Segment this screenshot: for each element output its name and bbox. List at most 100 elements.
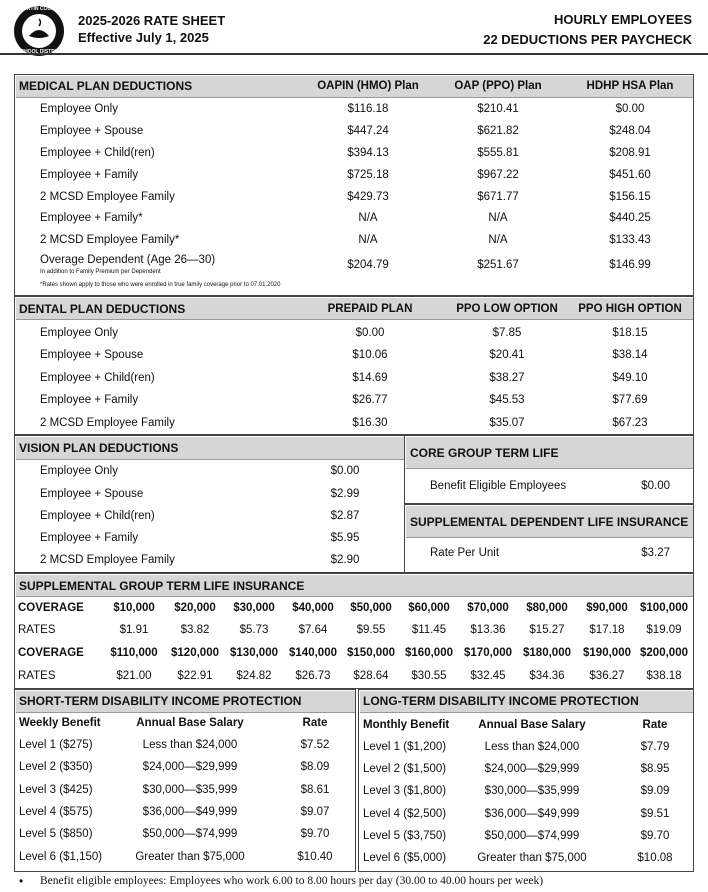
column-header: OAPIN (HMO) Plan [317,80,419,92]
rate: $26.73 [295,670,331,682]
row-label: Employee + Child(ren) [40,372,155,384]
coverage: $100,000 [640,602,688,614]
row-label: Employee + Family [40,532,139,544]
coverage: $10,000 [113,602,155,614]
row-label: Level 5 ($3,750) [363,830,447,842]
deductions: 22 DEDUCTIONS PER PAYCHECK [483,32,692,47]
salary: Greater than $75,000 [135,851,245,863]
rate: $429.73 [347,191,389,203]
rate: $210.41 [477,103,519,115]
coverage: $80,000 [526,602,568,614]
row-label: Employee + Child(ren) [40,147,155,159]
row-label: Level 3 ($425) [19,784,93,796]
rate: $77.69 [612,394,648,406]
rate: $38.14 [612,349,648,361]
logo-text: SCHOOL DISTRICT [17,49,63,55]
row-label: Level 4 ($2,500) [363,808,447,820]
column-header: Weekly Benefit [19,717,101,729]
column-header: Rate [302,717,328,729]
section-box [358,689,694,872]
row-label: Level 2 ($1,500) [363,763,447,775]
rate: $32.45 [470,670,506,682]
rate: $22.91 [177,670,213,682]
column-header: Monthly Benefit [363,719,450,731]
column-header: Annual Base Salary [478,719,586,731]
section-title: LONG-TERM DISABILITY INCOME PROTECTION [363,694,639,708]
rate: $13.36 [470,624,506,636]
salary: $30,000—$35,999 [484,785,580,797]
row-label: RATES [18,670,56,682]
row-label: Level 1 ($1,200) [363,741,447,753]
section-box [404,504,694,573]
section-box [14,573,694,689]
rate: $451.60 [609,169,651,181]
salary: Greater than $75,000 [477,852,587,864]
rate: $2.87 [330,510,360,522]
row-label: Employee Only [40,103,118,115]
rate: $30.55 [411,670,447,682]
rate: $9.07 [300,806,330,818]
salary: $24,000—$29,999 [484,763,580,775]
rate: $7.85 [492,327,522,339]
rate: $3.82 [180,624,210,636]
rate: $7.79 [640,741,670,753]
row-label: Level 6 ($5,000) [363,852,447,864]
salary: Less than $24,000 [484,741,580,753]
section-box [404,435,694,504]
row-label: Overage Dependent (Age 26—30) [40,254,216,266]
salary: Less than $24,000 [142,739,238,751]
rate: $19.09 [646,624,682,636]
section-title: SUPPLEMENTAL GROUP TERM LIFE INSURANCE [19,579,305,593]
row-label: Level 1 ($275) [19,739,93,751]
coverage: $140,000 [289,647,337,659]
bullet: • [19,874,24,888]
rate: $251.67 [477,259,519,271]
section-header [405,505,693,538]
rate: $10.08 [637,852,673,864]
section-header [15,690,355,713]
rate: N/A [358,212,378,224]
rate: $9.70 [300,828,330,840]
row-label: 2 MCSD Employee Family [40,191,175,203]
coverage: $90,000 [586,602,628,614]
rate: $15.27 [529,624,565,636]
row-label: Employee Only [40,327,118,339]
salary: $36,000—$49,999 [142,806,238,818]
rate: N/A [488,234,508,246]
rate: $2.90 [330,554,360,566]
row-label: Rate Per Unit [430,547,500,559]
rate: $133.43 [609,234,651,246]
rate: $38.27 [489,372,525,384]
rate: $21.00 [116,670,152,682]
rate: $440.25 [609,212,651,224]
column-header: PPO HIGH OPTION [578,303,682,315]
row-label: Level 4 ($575) [19,806,93,818]
rate: $0.00 [615,103,645,115]
coverage: $160,000 [405,647,453,659]
section-title: SUPPLEMENTAL DEPENDENT LIFE INSURANCE [410,515,689,529]
section-header [15,574,693,597]
row-label: Level 2 ($350) [19,761,93,773]
rate: $16.30 [352,417,388,429]
rate: $156.15 [609,191,651,203]
row-label: Employee + Spouse [40,125,144,137]
rate: $116.18 [347,103,389,115]
section-box [14,74,694,296]
rate: $5.73 [239,624,269,636]
rate: $394.13 [347,147,389,159]
effective-date: Effective July 1, 2025 [78,30,209,45]
section-title: MEDICAL PLAN DEDUCTIONS [19,79,193,93]
rate: $3.27 [641,547,670,559]
rate: $8.61 [300,784,330,796]
salary: $30,000—$35,999 [142,784,238,796]
section-header [15,75,693,98]
rate: $146.99 [609,259,651,271]
coverage: $180,000 [523,647,571,659]
row-label: Employee + Family [40,394,139,406]
rate: $10.06 [352,349,388,361]
rate: $9.09 [640,785,670,797]
section-box [14,296,694,435]
rate: $248.04 [609,125,651,137]
coverage: $60,000 [408,602,450,614]
